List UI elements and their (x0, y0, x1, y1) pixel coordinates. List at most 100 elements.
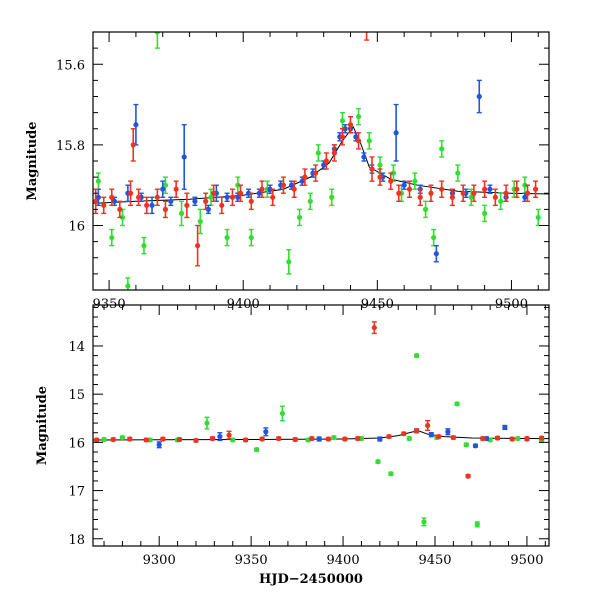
point-marker (377, 174, 383, 180)
point-marker (259, 186, 265, 192)
point-marker (423, 206, 429, 212)
data-point (127, 436, 133, 442)
data-point (315, 144, 321, 162)
point-marker (342, 126, 348, 132)
point-marker (279, 410, 285, 417)
data-point (503, 184, 509, 203)
data-point (494, 435, 501, 441)
data-point (154, 32, 160, 49)
point-marker (245, 190, 252, 196)
point-marker (160, 186, 166, 192)
point-marker (254, 447, 260, 453)
point-marker (125, 283, 131, 289)
data-point (276, 435, 282, 442)
data-point (463, 442, 469, 448)
data-point (455, 164, 461, 182)
point-marker (323, 158, 329, 164)
data-point (331, 434, 337, 441)
data-point (162, 176, 169, 194)
data-point (514, 180, 520, 198)
data-point (515, 435, 521, 442)
y-tick-label: 18 (68, 533, 85, 548)
data-point (209, 435, 216, 442)
point-marker (450, 434, 456, 441)
point-marker (127, 436, 133, 442)
point-marker (515, 435, 521, 442)
data-point (280, 176, 287, 194)
point-marker (95, 178, 101, 184)
data-point (449, 188, 456, 207)
data-point (302, 168, 308, 186)
point-marker (248, 234, 254, 241)
point-marker (259, 436, 265, 442)
data-point (204, 416, 210, 430)
point-marker (406, 435, 412, 442)
data-point (296, 208, 303, 227)
point-marker (276, 435, 282, 442)
data-point (237, 184, 244, 203)
point-marker (292, 436, 298, 443)
point-marker (291, 186, 297, 192)
plot-frame (92, 31, 550, 291)
data-point (414, 428, 420, 434)
data-point (431, 228, 437, 247)
data-point (325, 436, 331, 442)
data-point (342, 124, 348, 134)
point-marker (144, 202, 150, 208)
point-marker (401, 182, 407, 188)
point-marker (130, 142, 136, 148)
data-point (95, 172, 101, 190)
point-marker (369, 166, 375, 172)
point-marker (237, 190, 244, 196)
point-marker (439, 146, 445, 152)
point-marker (117, 206, 123, 212)
point-marker (502, 424, 508, 431)
data-point (329, 188, 335, 207)
point-marker (119, 434, 126, 441)
point-marker (396, 190, 402, 196)
data-point (482, 204, 488, 223)
data-point (377, 436, 383, 442)
data-point (292, 436, 298, 443)
point-marker (514, 186, 520, 192)
point-marker (425, 422, 431, 429)
point-marker (364, 5, 369, 10)
point-marker (414, 353, 420, 359)
point-marker (176, 436, 183, 443)
data-point (502, 424, 508, 431)
point-marker (503, 190, 509, 196)
y-tick-label: 15.6 (56, 58, 85, 73)
data-point (342, 436, 348, 442)
point-marker (205, 206, 211, 212)
point-marker (412, 178, 418, 184)
data-point (388, 172, 394, 190)
point-marker (263, 429, 269, 435)
plot-area (93, 321, 549, 528)
point-marker (195, 243, 201, 249)
data-point (94, 437, 100, 443)
data-point (224, 228, 230, 247)
data-point (355, 132, 362, 150)
data-point (535, 208, 541, 227)
data-point (509, 436, 515, 442)
point-marker (299, 178, 305, 184)
y-tick-label: 16 (68, 436, 85, 451)
point-marker (353, 134, 359, 140)
data-point (439, 180, 445, 198)
point-marker (127, 190, 134, 196)
data-point (428, 184, 434, 203)
data-point (414, 353, 420, 359)
data-point (388, 471, 394, 477)
data-point (476, 79, 482, 114)
point-marker (433, 251, 439, 257)
point-marker (377, 162, 383, 168)
data-point (371, 321, 377, 335)
data-point (156, 441, 162, 449)
point-marker (509, 436, 515, 442)
data-point (224, 192, 230, 203)
point-marker (393, 130, 399, 136)
model-curve (93, 125, 549, 204)
point-marker (154, 194, 160, 200)
data-point (205, 204, 211, 215)
